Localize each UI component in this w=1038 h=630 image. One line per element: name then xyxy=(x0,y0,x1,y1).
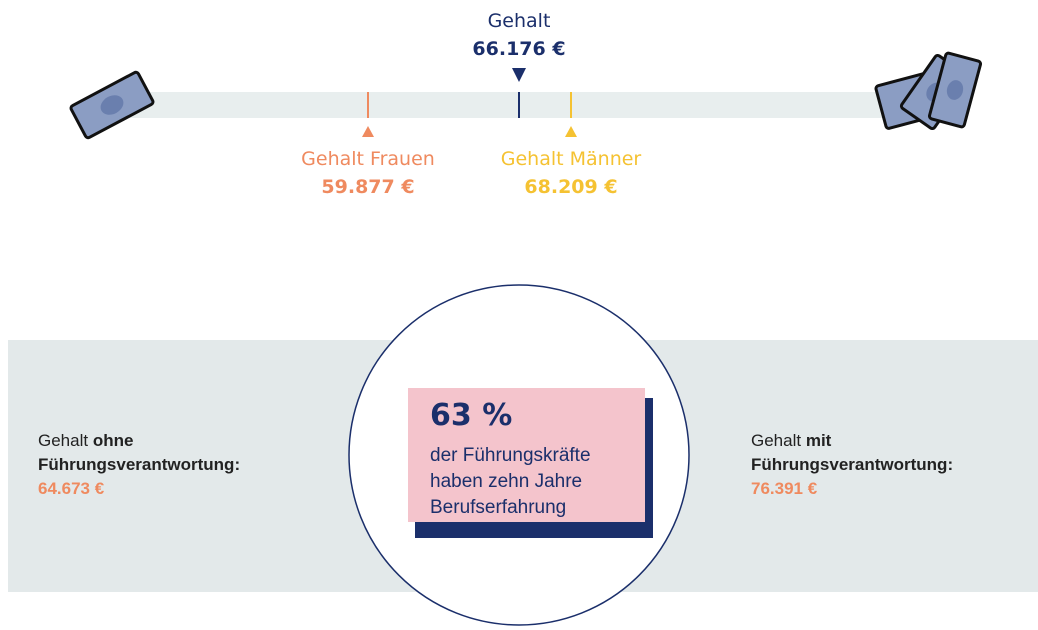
money-right xyxy=(874,51,983,131)
without-prefix: Gehalt xyxy=(38,431,89,450)
men-label: Gehalt Männer xyxy=(500,148,642,170)
without-line2-text: Führungsverantwortung: xyxy=(38,455,241,474)
with-emphasis: mit xyxy=(805,431,832,450)
with-line2-text: Führungsverantwortung: xyxy=(751,455,954,474)
highlight-value: 63 % xyxy=(430,398,513,433)
with-leadership: Gehalt mit Führungsverantwortung: 76.391… xyxy=(751,429,953,501)
without-line1: Gehalt ohne xyxy=(38,429,240,453)
with-line1: Gehalt mit xyxy=(751,429,953,453)
with-line2: Führungsverantwortung: xyxy=(751,453,953,477)
highlight-text: der Führungskräfte haben zehn Jahre Beru… xyxy=(430,445,591,518)
women-label: Gehalt Frauen xyxy=(301,148,435,170)
without-value: 64.673 € xyxy=(38,479,105,498)
money-left xyxy=(69,70,155,140)
with-prefix: Gehalt xyxy=(751,431,802,450)
highlight-box xyxy=(408,388,645,522)
men-value: 68.209 € xyxy=(524,176,618,198)
women-arrow xyxy=(362,126,374,137)
men-arrow xyxy=(565,126,577,137)
overall-arrow xyxy=(512,68,526,82)
overall-label: Gehalt xyxy=(487,10,551,32)
without-leadership: Gehalt ohne Führungsverantwortung: 64.67… xyxy=(38,429,240,501)
overall-value: 66.176 € xyxy=(472,38,566,60)
without-line2: Führungsverantwortung: xyxy=(38,453,240,477)
with-value: 76.391 € xyxy=(751,479,818,498)
women-value: 59.877 € xyxy=(321,176,415,198)
salary-bar xyxy=(120,92,910,118)
without-emphasis: ohne xyxy=(92,431,134,450)
